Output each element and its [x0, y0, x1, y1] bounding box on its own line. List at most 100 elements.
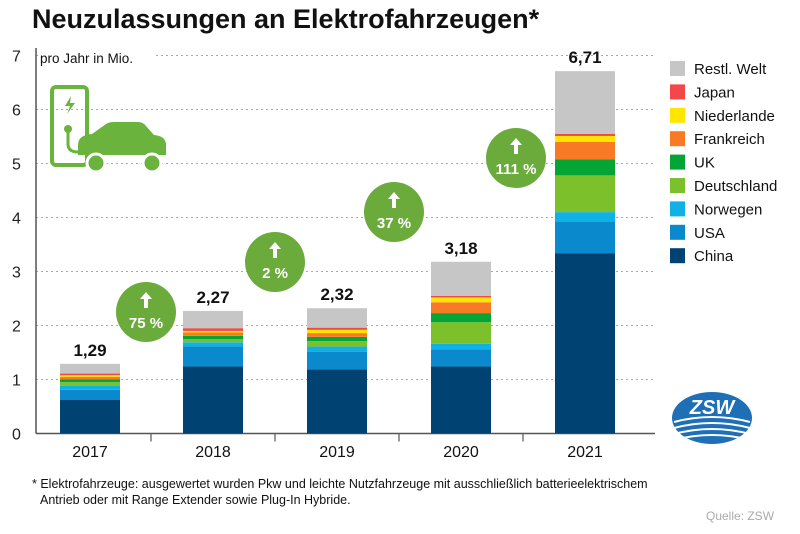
bar-segment-usa-2017 [60, 389, 120, 401]
bar-segment-norwegen-2017 [60, 385, 120, 390]
total-label: 3,18 [444, 239, 477, 258]
bar-segment-niederlande-2020 [431, 297, 491, 303]
bar-segment-restl-welt-2017 [60, 363, 120, 374]
bar-segment-uk-2021 [555, 159, 615, 176]
bar-segment-restl-welt-2020 [431, 261, 491, 296]
arrow-up-icon [388, 192, 400, 208]
logo-wave [673, 428, 751, 435]
charger-outline [50, 85, 89, 167]
bar-segment-deutschland-2018 [183, 339, 243, 343]
bar-segment-japan-2017 [60, 373, 120, 376]
bar-segment-restl-welt-2021 [555, 71, 615, 134]
legend-swatch [670, 178, 685, 193]
bar-segment-china-2017 [60, 400, 120, 434]
bar-segment-niederlande-2017 [60, 375, 120, 377]
bar-segment-japan-2018 [183, 328, 243, 331]
logo-wave [673, 434, 751, 441]
growth-circle [116, 282, 176, 342]
bar-segment-usa-2020 [431, 349, 491, 367]
legend-swatch [670, 131, 685, 147]
bar-segment-uk-2018 [183, 335, 243, 339]
legend-label: USA [694, 225, 725, 242]
legend-swatch [670, 248, 685, 264]
source-note: Quelle: ZSW [706, 509, 775, 523]
bar-segment-norwegen-2021 [555, 212, 615, 222]
arrow-up-icon [269, 242, 281, 258]
growth-circle [364, 182, 424, 242]
x-tick-label: 2020 [443, 444, 479, 461]
total-label: 6,71 [568, 48, 601, 67]
bar-segment-usa-2018 [183, 346, 243, 367]
ylabel-bg [38, 47, 156, 69]
legend-label: UK [694, 155, 715, 172]
footnote-line-1: * Elektrofahrzeuge: ausgewertet wurden P… [32, 477, 648, 491]
footnote-line-2: Antrieb oder mit Range Extender sowie Pl… [40, 493, 351, 507]
bar-segment-niederlande-2019 [307, 329, 367, 334]
bar-segment-deutschland-2017 [60, 382, 120, 386]
legend-label: Japan [694, 84, 735, 101]
arrow-up-icon [510, 138, 522, 154]
footnote: * Elektrofahrzeuge: ausgewertet wurden P… [32, 476, 648, 508]
x-tick-label: 2018 [195, 444, 231, 461]
bar-segment-china-2019 [307, 369, 367, 434]
bar-segment-uk-2020 [431, 313, 491, 323]
y-tick-label: 1 [12, 373, 21, 390]
bar-segment-norwegen-2020 [431, 343, 491, 350]
logo-wave [673, 422, 751, 429]
zsw-logo: ZSW [672, 392, 752, 444]
growth-circle [486, 128, 546, 188]
bar-segment-frankreich-2017 [60, 376, 120, 380]
growth-label: 37 % [377, 215, 411, 232]
legend-label: Restl. Welt [694, 61, 767, 78]
growth-label: 75 % [129, 315, 163, 332]
y-tick-label: 5 [12, 157, 21, 174]
car-body [78, 122, 166, 155]
bar-segment-uk-2017 [60, 379, 120, 383]
bar-segment-china-2018 [183, 366, 243, 434]
total-label: 2,27 [196, 288, 229, 307]
total-label: 2,32 [320, 285, 353, 304]
bar-segment-frankreich-2019 [307, 333, 367, 337]
bar-segment-frankreich-2021 [555, 141, 615, 160]
bar-segment-norwegen-2019 [307, 346, 367, 352]
bar-segment-usa-2021 [555, 221, 615, 254]
chart-title: Neuzulassungen an Elektrofahrzeugen* [32, 4, 540, 34]
growth-label: 2 % [262, 265, 288, 282]
bar-segment-usa-2019 [307, 351, 367, 370]
legend-label: Norwegen [694, 201, 762, 218]
legend-label: Frankreich [694, 131, 765, 148]
x-tick-label: 2021 [567, 444, 603, 461]
growth-label: 111 % [496, 161, 537, 178]
y-tick-label: 3 [12, 265, 21, 282]
bar-segment-norwegen-2018 [183, 342, 243, 347]
legend-label: China [694, 248, 734, 265]
bar-segment-japan-2020 [431, 295, 491, 298]
cable [66, 131, 79, 154]
wheel [85, 152, 107, 174]
bar-segment-frankreich-2020 [431, 302, 491, 314]
legend-swatch [670, 61, 685, 76]
arrow-up-icon [140, 292, 152, 308]
y-tick-label: 6 [12, 103, 21, 120]
y-axis-label: pro Jahr in Mio. [40, 51, 133, 66]
bar-segment-japan-2021 [555, 133, 615, 136]
legend-label: Deutschland [694, 178, 777, 195]
y-tick-label: 7 [12, 49, 21, 66]
legend-swatch [670, 201, 685, 217]
bar-segment-deutschland-2020 [431, 322, 491, 344]
y-tick-label: 0 [12, 427, 21, 444]
bar-segment-restl-welt-2019 [307, 308, 367, 328]
logo-wave [673, 416, 751, 423]
legend-swatch [670, 154, 685, 170]
plug-dot [64, 125, 72, 133]
ev-charging-icon [50, 85, 166, 174]
legend-label: Niederlande [694, 108, 775, 125]
x-tick-label: 2019 [319, 444, 355, 461]
bar-segment-deutschland-2021 [555, 175, 615, 213]
lightning-icon [65, 96, 75, 114]
bar-segment-china-2021 [555, 253, 615, 434]
bar-segment-niederlande-2018 [183, 330, 243, 333]
bar-segment-china-2020 [431, 366, 491, 434]
bar-segment-deutschland-2019 [307, 341, 367, 347]
